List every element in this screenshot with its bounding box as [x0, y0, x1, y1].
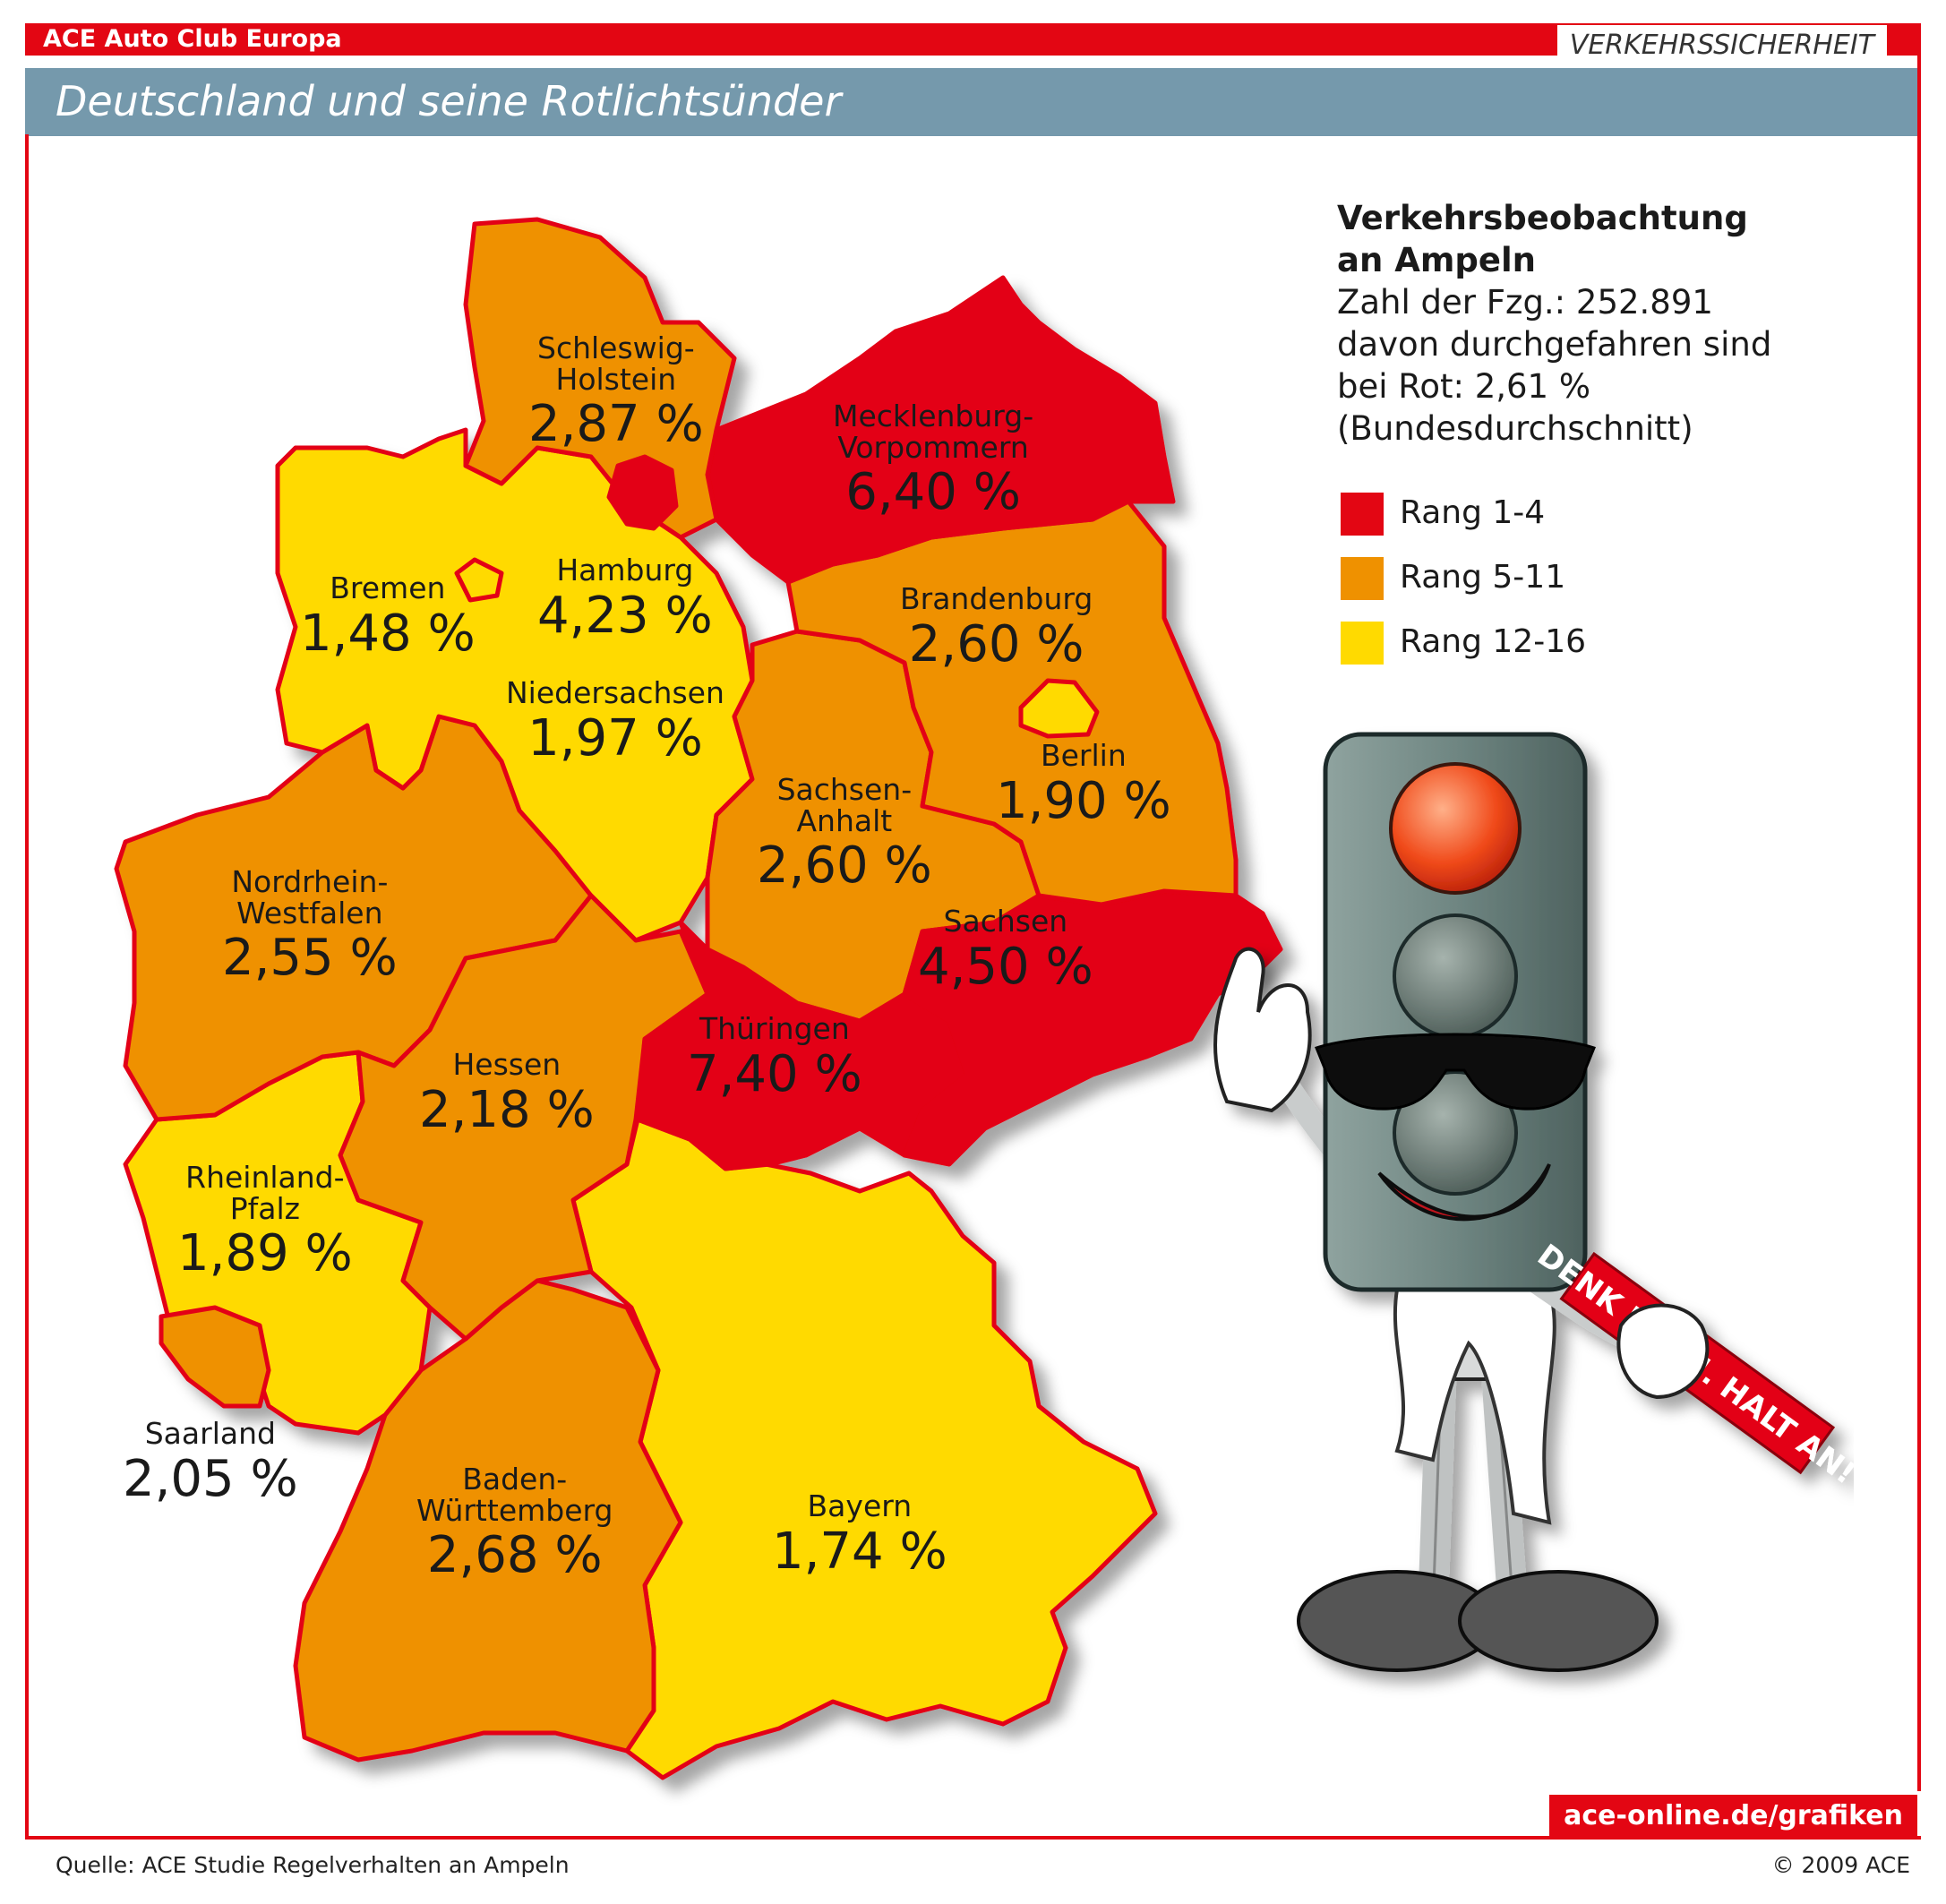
- region-berlin: [1018, 678, 1100, 739]
- frame-right-rule: [1917, 54, 1921, 1791]
- label-thueringen: Thüringen 7,40 %: [687, 1011, 862, 1103]
- state-value: 2,68 %: [426, 1526, 603, 1585]
- legend-swatch-red: [1341, 493, 1384, 536]
- state-name: Sachsen: [943, 904, 1068, 939]
- mascot-middle-lamp: [1393, 913, 1518, 1039]
- state-value: 2,18 %: [419, 1080, 595, 1139]
- state-value: 2,87 %: [528, 395, 704, 454]
- label-rheinland-pfalz: Rheinland- Pfalz 1,89 %: [177, 1162, 353, 1281]
- state-name-line2: Pfalz: [229, 1190, 300, 1226]
- label-sachsen: Sachsen 4,50 %: [918, 904, 1093, 996]
- label-saarland: Saarland 2,05 %: [123, 1416, 298, 1508]
- state-value: 4,50 %: [918, 937, 1093, 996]
- legend-label: Rang 1-4: [1400, 494, 1546, 531]
- brand-label: ACE Auto Club Europa: [43, 25, 342, 53]
- label-berlin: Berlin 1,90 %: [996, 738, 1171, 830]
- source-note: Quelle: ACE Studie Regelverhalten an Amp…: [56, 1852, 570, 1878]
- info-box: Verkehrsbeobachtung an Ampeln Zahl der F…: [1337, 197, 1771, 450]
- state-value: 2,60 %: [757, 836, 932, 896]
- label-brandenburg: Brandenburg 2,60 %: [900, 581, 1093, 673]
- state-name: Sachsen-: [776, 772, 913, 807]
- state-value: 2,05 %: [123, 1449, 298, 1508]
- frame-bottom-rule: [25, 1836, 1921, 1840]
- state-name: Bayern: [807, 1488, 913, 1523]
- label-schleswig-holstein: Schleswig- Holstein 2,87 %: [528, 330, 704, 454]
- region-saarland: [159, 1305, 271, 1409]
- region-schleswig-holstein: [463, 217, 737, 540]
- mascot-scarf: [1393, 1261, 1556, 1525]
- label-hamburg: Hamburg 4,23 %: [537, 553, 713, 645]
- mascot-mouth: [1377, 1163, 1551, 1222]
- category-tag: VERKEHRSSICHERHEIT: [1556, 25, 1887, 63]
- state-value: 1,74 %: [772, 1522, 947, 1581]
- state-name: Brandenburg: [900, 581, 1093, 616]
- info-heading-line2: an Ampeln: [1337, 241, 1536, 279]
- label-niedersachsen: Niedersachsen 1,97 %: [506, 675, 724, 768]
- frame-left-rule: [25, 134, 29, 1838]
- label-hessen: Hessen 2,18 %: [419, 1047, 595, 1139]
- region-bremen: [454, 557, 504, 603]
- state-value: 6,40 %: [845, 463, 1021, 522]
- state-name: Thüringen: [699, 1011, 850, 1046]
- state-name: Baden-: [462, 1462, 568, 1497]
- state-value: 1,97 %: [527, 708, 703, 768]
- website-url: ace-online.de/grafiken: [1549, 1795, 1917, 1836]
- state-name: Berlin: [1040, 738, 1127, 773]
- state-name-line2: Westfalen: [236, 895, 383, 931]
- state-name: Saarland: [144, 1416, 276, 1451]
- state-value: 4,23 %: [537, 586, 713, 645]
- state-name-line2: Anhalt: [796, 802, 893, 838]
- mascot-bottom-lamp: [1393, 1070, 1518, 1196]
- mascot-right-shoe: [1458, 1570, 1659, 1672]
- state-name: Bremen: [330, 570, 446, 605]
- state-value: 1,48 %: [300, 604, 476, 663]
- mascot-sunglasses: [1315, 1033, 1596, 1111]
- mascot-left-hand: [1213, 947, 1312, 1113]
- state-value: 1,90 %: [996, 771, 1171, 830]
- label-sachsen-anhalt: Sachsen- Anhalt 2,60 %: [757, 772, 932, 896]
- label-bremen: Bremen 1,48 %: [300, 570, 476, 663]
- region-hessen: [338, 893, 710, 1342]
- region-mecklenburg-vorpommern: [705, 275, 1176, 585]
- state-name: Nordrhein-: [231, 864, 389, 899]
- traffic-light-mascot: DENK DRAN. HALT AN!: [1213, 732, 1854, 1672]
- legend-label: Rang 5-11: [1400, 559, 1566, 596]
- info-line: davon durchgefahren sind: [1337, 325, 1772, 364]
- state-name: Schleswig-: [537, 330, 695, 365]
- info-vehicle-count: Zahl der Fzg.: 252.891: [1337, 283, 1713, 322]
- page-title: Deutschland und seine Rotlichtsünder: [56, 77, 842, 125]
- state-name-line2: Holstein: [555, 361, 677, 397]
- legend-label: Rang 12-16: [1400, 623, 1587, 660]
- state-name: Niedersachsen: [506, 675, 724, 710]
- info-heading: Verkehrsbeobachtung: [1337, 199, 1748, 237]
- state-name: Hessen: [452, 1047, 562, 1082]
- state-name: Hamburg: [556, 553, 694, 587]
- label-bayern: Bayern 1,74 %: [772, 1488, 947, 1581]
- legend-swatch-orange: [1341, 557, 1384, 600]
- region-hamburg: [606, 454, 679, 531]
- label-baden-wuerttemberg: Baden- Württemberg 2,68 %: [416, 1462, 613, 1585]
- title-bar: [25, 68, 1921, 136]
- region-baden-wuerttemberg: [293, 1278, 683, 1762]
- state-value: 2,60 %: [908, 614, 1084, 673]
- label-nordrhein-westfalen: Nordrhein- Westfalen 2,55 %: [222, 864, 398, 988]
- state-name-line2: Vorpommern: [837, 429, 1029, 465]
- state-name-line2: Württemberg: [416, 1492, 613, 1528]
- state-value: 7,40 %: [687, 1044, 862, 1103]
- state-value: 2,55 %: [222, 929, 398, 988]
- state-value: 1,89 %: [177, 1224, 353, 1283]
- info-average-note: (Bundesdurchschnitt): [1337, 409, 1693, 448]
- mascot-red-lamp: [1389, 762, 1522, 895]
- info-red-rate: bei Rot: 2,61 %: [1337, 367, 1591, 406]
- label-mecklenburg-vorpommern: Mecklenburg- Vorpommern 6,40 %: [833, 399, 1034, 522]
- mascot-right-hand: [1616, 1303, 1710, 1400]
- copyright-note: © 2009 ACE: [1771, 1852, 1910, 1878]
- region-bayern: [570, 1117, 1158, 1780]
- state-name: Mecklenburg-: [833, 399, 1034, 433]
- legend-swatch-yellow: [1341, 622, 1384, 665]
- state-name: Rheinland-: [185, 1160, 345, 1195]
